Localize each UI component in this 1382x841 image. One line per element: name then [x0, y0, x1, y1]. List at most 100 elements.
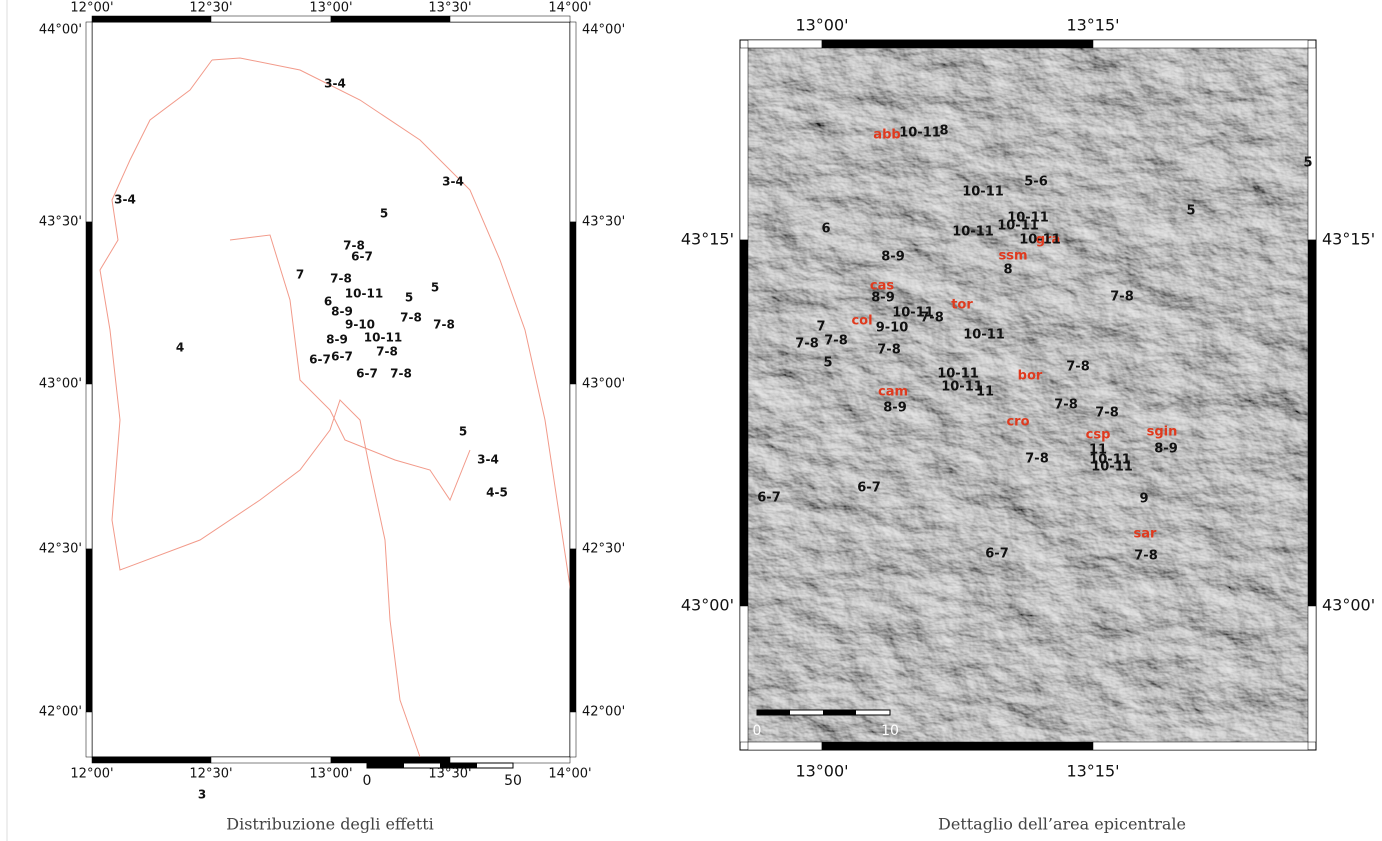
y-tick-label: 43°00'	[681, 596, 734, 615]
intensity-label: 7-8	[1025, 452, 1049, 467]
locality-code: col	[851, 314, 872, 329]
y-tick-label: 44°00'	[39, 23, 82, 38]
locality-code: abb	[873, 128, 900, 143]
intensity-label: 7-8	[433, 318, 455, 332]
frame-band	[822, 40, 1093, 48]
frame-band	[740, 240, 748, 606]
locality-code: sar	[1134, 527, 1158, 542]
frame-band	[92, 16, 211, 22]
frame-band	[570, 222, 576, 384]
intensity-label: 6-7	[309, 353, 331, 367]
locality-code: bor	[1018, 369, 1043, 384]
left-map-frame	[92, 22, 570, 757]
intensity-label: 3-4	[442, 175, 464, 189]
frame-band	[211, 16, 331, 22]
intensity-label: 10-11	[364, 331, 402, 345]
frame-band	[450, 757, 570, 763]
y-tick-label: 42°00'	[39, 705, 82, 720]
relief-map	[748, 48, 1308, 742]
y-tick-label: 43°00'	[39, 377, 82, 392]
intensity-label: 3-4	[114, 193, 136, 207]
intensity-label: 7-8	[824, 334, 848, 349]
page: 0 50 0 10 Distribuzione degli effetti De…	[0, 0, 1382, 841]
frame-band	[1308, 606, 1316, 742]
intensity-label: 6-7	[985, 547, 1009, 562]
y-tick-label: 44°00'	[582, 23, 625, 38]
intensity-label: 7-8	[795, 337, 819, 352]
intensity-label: 7-8	[877, 343, 901, 358]
intensity-label: 5-6	[1024, 175, 1048, 190]
intensity-label: 7-8	[1110, 290, 1134, 305]
frame-band	[211, 757, 331, 763]
frame-band	[570, 384, 576, 549]
locality-code: ssm	[998, 249, 1027, 264]
intensity-label: 3	[198, 788, 206, 802]
intensity-label: 5	[1186, 204, 1195, 219]
scale-label: 0	[753, 723, 762, 739]
intensity-label: 10-11	[1019, 233, 1061, 248]
x-tick-label: 13°00'	[309, 767, 352, 782]
intensity-label: 10-11	[997, 219, 1039, 234]
frame-band	[86, 384, 92, 549]
intensity-label: 6-7	[757, 491, 781, 506]
frame-band	[1093, 40, 1308, 48]
intensity-label: 3-4	[477, 453, 499, 467]
locality-code: tor	[951, 298, 973, 313]
intensity-label: 5	[380, 207, 388, 221]
x-tick-label: 13°15'	[1066, 16, 1119, 35]
frame-band	[86, 22, 92, 222]
locality-code: cam	[878, 385, 908, 400]
intensity-label: 5	[405, 291, 413, 305]
y-tick-label: 43°30'	[582, 215, 625, 230]
intensity-label: 8-9	[871, 291, 895, 306]
scale-seg	[823, 710, 856, 715]
intensity-label: 7-8	[390, 367, 412, 381]
frame-band	[748, 40, 822, 48]
intensity-label: 7-8	[1134, 549, 1158, 564]
locality-code: cro	[1006, 415, 1029, 430]
intensity-label: 7-8	[1095, 406, 1119, 421]
frame-band	[450, 16, 570, 22]
intensity-label: 3-4	[324, 77, 346, 91]
intensity-label: 7-8	[400, 311, 422, 325]
intensity-label: 7-8	[330, 272, 352, 286]
intensity-label: 10-11	[1091, 460, 1133, 475]
intensity-label: 6-7	[857, 481, 881, 496]
intensity-label: 8-9	[881, 250, 905, 265]
intensity-label: 6-7	[331, 350, 353, 364]
frame-band	[86, 549, 92, 712]
frame-band	[748, 742, 822, 750]
y-tick-label: 43°30'	[39, 215, 82, 230]
intensity-label: 9	[1139, 492, 1148, 507]
intensity-label: 5	[823, 356, 832, 371]
intensity-label: 8-9	[331, 305, 353, 319]
locality-code: csp	[1086, 428, 1111, 443]
x-tick-label: 12°00'	[70, 767, 113, 782]
y-tick-label: 43°15'	[681, 230, 734, 249]
intensity-label: 10-11	[899, 126, 941, 141]
y-tick-label: 43°00'	[582, 377, 625, 392]
frame-band	[86, 222, 92, 384]
scale-seg	[757, 710, 790, 715]
intensity-label: 9-10	[345, 318, 375, 332]
x-tick-label: 13°30'	[428, 1, 471, 16]
frame-band	[1308, 240, 1316, 606]
intensity-label: 8-9	[326, 333, 348, 347]
intensity-label: 8-9	[1154, 442, 1178, 457]
y-tick-label: 42°00'	[582, 705, 625, 720]
frame-band	[570, 712, 576, 757]
intensity-label: 6-7	[356, 367, 378, 381]
intensity-label: 5	[431, 281, 439, 295]
frame-band	[740, 606, 748, 742]
intensity-label: 10-11	[963, 328, 1005, 343]
locality-code: sgin	[1147, 425, 1178, 440]
intensity-label: 8	[1003, 263, 1012, 278]
frame-band	[86, 712, 92, 757]
y-tick-label: 43°00'	[1322, 596, 1375, 615]
frame-band	[331, 757, 450, 763]
intensity-label: 6-7	[351, 250, 373, 264]
intensity-label: 6	[821, 222, 830, 237]
x-tick-label: 13°00'	[795, 16, 848, 35]
intensity-label: 10-11	[962, 185, 1004, 200]
frame-band	[740, 48, 748, 240]
